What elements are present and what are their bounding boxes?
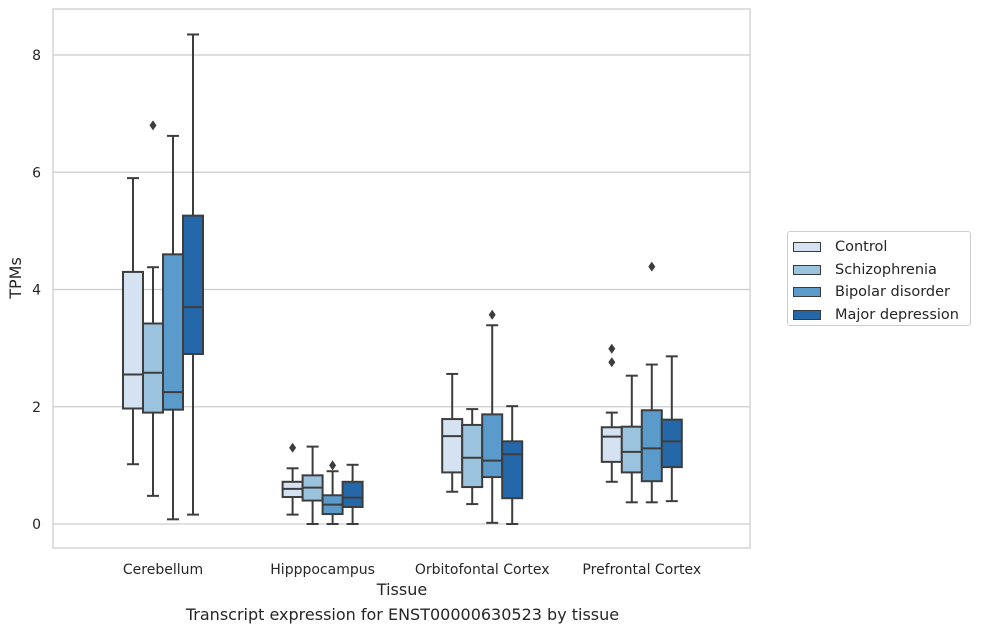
y-tick-label: 6 <box>32 165 41 181</box>
box-control <box>122 177 144 466</box>
x-tick-label: Hipppocampus <box>270 562 375 578</box>
box-schizophrenia <box>142 120 164 497</box>
box-iqr <box>142 322 164 414</box>
legend-item: Schizophrenia <box>793 259 970 282</box>
outlier-point <box>329 460 337 471</box>
box-iqr <box>501 440 524 500</box>
box-control <box>281 442 304 516</box>
legend: Control Schizophrenia Bipolar disorder Majo… <box>787 231 971 326</box>
box-iqr <box>660 418 683 469</box>
box-major-depression <box>182 33 204 516</box>
box-iqr <box>640 409 663 483</box>
figure-caption: Transcript expression for ENST0000063052… <box>185 605 620 624</box>
box-control <box>441 372 464 493</box>
box-iqr <box>600 426 623 463</box>
legend-item: Major depression <box>793 304 970 327</box>
y-tick-label: 0 <box>32 517 41 533</box>
outlier-point <box>289 442 297 453</box>
outlier-point <box>608 343 616 354</box>
box-bipolar-disorder <box>481 309 504 524</box>
y-tick-labels: 0 2 4 6 8 <box>32 48 41 533</box>
box-iqr <box>481 413 504 479</box>
box-iqr <box>182 214 204 355</box>
x-axis-title: Tissue <box>376 580 427 599</box>
x-tick-label: Orbitofontal Cortex <box>415 562 550 578</box>
box-series <box>122 33 683 525</box>
legend-label: Control <box>835 239 888 256</box>
legend-swatch <box>793 309 821 320</box>
legend-item: Control <box>793 236 970 259</box>
box-bipolar-disorder <box>321 460 344 525</box>
outlier-point <box>648 261 656 272</box>
outlier-point <box>149 120 157 131</box>
box-iqr <box>122 270 144 410</box>
box-bipolar-disorder <box>162 134 184 521</box>
legend-item: Bipolar disorder <box>793 281 970 304</box>
legend-label: Major depression <box>835 306 959 323</box>
outlier-point <box>488 309 496 320</box>
y-tick-label: 2 <box>32 400 41 416</box>
box-iqr <box>441 418 464 474</box>
box-iqr <box>620 425 643 474</box>
x-tick-label: Cerebellum <box>123 562 203 578</box>
outlier-point <box>608 357 616 368</box>
legend-label: Schizophrenia <box>835 261 937 278</box>
box-schizophrenia <box>620 374 643 504</box>
y-tick-label: 4 <box>32 283 41 299</box>
box-iqr <box>461 423 484 489</box>
legend-swatch <box>793 264 821 275</box>
y-tick-label: 8 <box>32 48 41 64</box>
box-major-depression <box>660 355 683 503</box>
x-tick-label: Prefrontal Cortex <box>582 562 701 578</box>
y-axis-title: TPMs <box>6 257 25 300</box>
legend-label: Bipolar disorder <box>835 284 950 301</box>
box-major-depression <box>501 405 524 525</box>
box-schizophrenia <box>301 445 324 525</box>
x-tick-labels: Cerebellum Hipppocampus Orbitofontal Corte… <box>123 562 701 578</box>
box-iqr <box>162 253 184 411</box>
box-iqr <box>341 480 364 508</box>
legend-swatch <box>793 287 821 298</box>
legend-swatch <box>793 242 821 253</box>
box-major-depression <box>341 463 364 525</box>
